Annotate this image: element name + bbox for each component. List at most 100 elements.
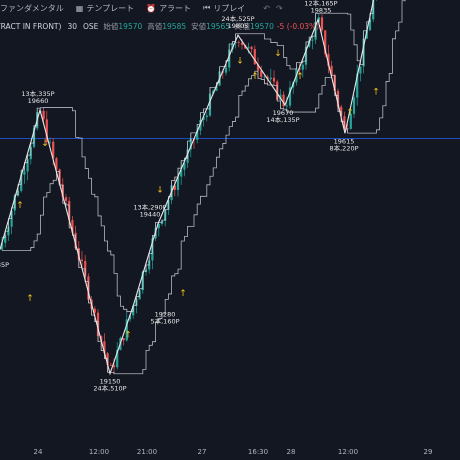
- candle-body: [247, 46, 250, 49]
- candle-body: [282, 94, 285, 107]
- swing-bars-label: 5本,160P: [150, 316, 179, 325]
- arrow-down-icon: ↓: [274, 49, 282, 59]
- candle-body: [263, 76, 266, 78]
- candle-body: [64, 197, 68, 201]
- candle-body: [125, 319, 128, 341]
- candle-body: [288, 87, 292, 106]
- toolbar-replay-label: リプレイ: [213, 3, 246, 13]
- swing-price-label: 19660: [28, 97, 49, 105]
- candle-body: [176, 176, 180, 191]
- swing-price-label: 19670: [273, 109, 294, 117]
- candle-body: [359, 66, 362, 74]
- redo-icon[interactable]: ↷: [275, 3, 283, 13]
- swing-bars-label: 24本,525P: [221, 14, 254, 23]
- candle-body: [231, 43, 234, 50]
- arrow-down-icon: ↓: [156, 186, 164, 196]
- low-label: 安値: [191, 21, 207, 31]
- candle-body: [93, 308, 96, 313]
- candle-body: [180, 169, 183, 177]
- change-value: -5 (-0.03%): [276, 21, 320, 31]
- candle-body: [365, 30, 368, 39]
- candle-body: [103, 341, 106, 354]
- alarm-clock-icon: ⏰: [146, 3, 157, 13]
- undo-icon[interactable]: ↶: [263, 3, 270, 13]
- candle-body: [266, 76, 269, 80]
- toolbar-fundamentals-label: ファンダメンタル: [0, 3, 64, 13]
- low-value: 19565: [206, 21, 230, 31]
- arrow-up-icon: ↑: [26, 294, 34, 304]
- candle-body: [272, 77, 276, 82]
- candle-body: [237, 42, 240, 43]
- swing-price-label: 19615: [334, 137, 355, 145]
- high-label: 高値: [147, 21, 163, 31]
- candle-body: [42, 110, 45, 120]
- swing-price-label: 19150: [100, 378, 121, 386]
- candle-body: [260, 70, 263, 77]
- arrow-up-icon: ↑: [372, 88, 380, 98]
- candle-body: [128, 315, 132, 320]
- symbol-info-bar: TRACT IN FRONT) 30 OSE 始値 19570 高値 19585 安…: [0, 19, 319, 33]
- high-value: 19585: [162, 21, 187, 31]
- candle-body: [349, 113, 352, 129]
- toolbar-templates[interactable]: ▦ テンプレート: [76, 3, 134, 14]
- swing-bars-label: 8本,220P: [329, 143, 358, 152]
- candle-body: [330, 65, 333, 76]
- candle-body: [317, 17, 320, 22]
- candle-body: [250, 46, 253, 50]
- x-tick-label: 12:00: [338, 448, 358, 456]
- toolbar-replay[interactable]: ⏮ リプレイ: [203, 3, 245, 14]
- candle-body: [327, 53, 330, 66]
- toolbar-templates-label: テンプレート: [86, 3, 135, 13]
- x-tick-label: 24: [34, 448, 43, 456]
- symbol-exchange: OSE: [83, 21, 99, 31]
- template-icon: ▦: [75, 3, 84, 13]
- candle-body: [0, 242, 4, 250]
- candle-body: [122, 338, 125, 341]
- candle-body: [109, 365, 112, 366]
- candle-body: [311, 39, 314, 41]
- x-tick-label: 28: [287, 448, 296, 456]
- candle-body: [224, 67, 228, 73]
- candle-body: [26, 159, 29, 172]
- open-value: 19570: [118, 21, 143, 31]
- toolbar-alerts[interactable]: ⏰ アラート: [146, 3, 191, 14]
- candle-body: [52, 141, 55, 159]
- candle-body: [368, 19, 372, 31]
- candle-body: [324, 30, 327, 54]
- swing-price-label: 19835: [311, 7, 332, 15]
- toolbar-fundamentals[interactable]: ファンダメンタル: [0, 3, 64, 14]
- swing-price-label: 19440: [140, 211, 161, 219]
- x-tick-label: 21:00: [137, 448, 157, 456]
- x-tick-label: 12:00: [89, 448, 109, 456]
- candle-body: [205, 115, 208, 118]
- arrow-down-icon: ↓: [41, 139, 49, 149]
- candle-body: [189, 138, 192, 150]
- candle-body: [285, 105, 288, 107]
- candle-body: [234, 42, 237, 44]
- candle-body: [346, 128, 349, 130]
- swing-price-label: 19280: [155, 310, 176, 318]
- candle-body: [298, 68, 301, 70]
- candle-body: [116, 350, 119, 368]
- candle-body: [183, 162, 186, 170]
- top-toolbar: ファンダメンタル ▦ テンプレート ⏰ アラート ⏮ リプレイ ↶ ↷: [0, 0, 460, 16]
- candle-body: [352, 97, 356, 114]
- symbol-title[interactable]: TRACT IN FRONT): [0, 21, 62, 31]
- candle-body: [173, 185, 176, 191]
- zigzag-line: [0, 0, 375, 376]
- x-tick-label: 16:30: [248, 448, 268, 456]
- arrow-up-icon: ↑: [179, 289, 187, 299]
- swing-bars-label: 13本,335P: [21, 89, 54, 98]
- swing-bars-label: 14本,135P: [266, 115, 299, 124]
- candle-body: [202, 117, 205, 120]
- candle-body: [240, 42, 244, 45]
- candle-body: [4, 235, 7, 243]
- candle-body: [112, 365, 116, 368]
- swing-price-label: 19805: [228, 22, 249, 30]
- candle-body: [256, 64, 260, 71]
- candle-body: [55, 158, 58, 170]
- candle-body: [71, 220, 74, 233]
- swing-bars-label: 13本,290P: [133, 203, 166, 212]
- candle-body: [356, 73, 359, 98]
